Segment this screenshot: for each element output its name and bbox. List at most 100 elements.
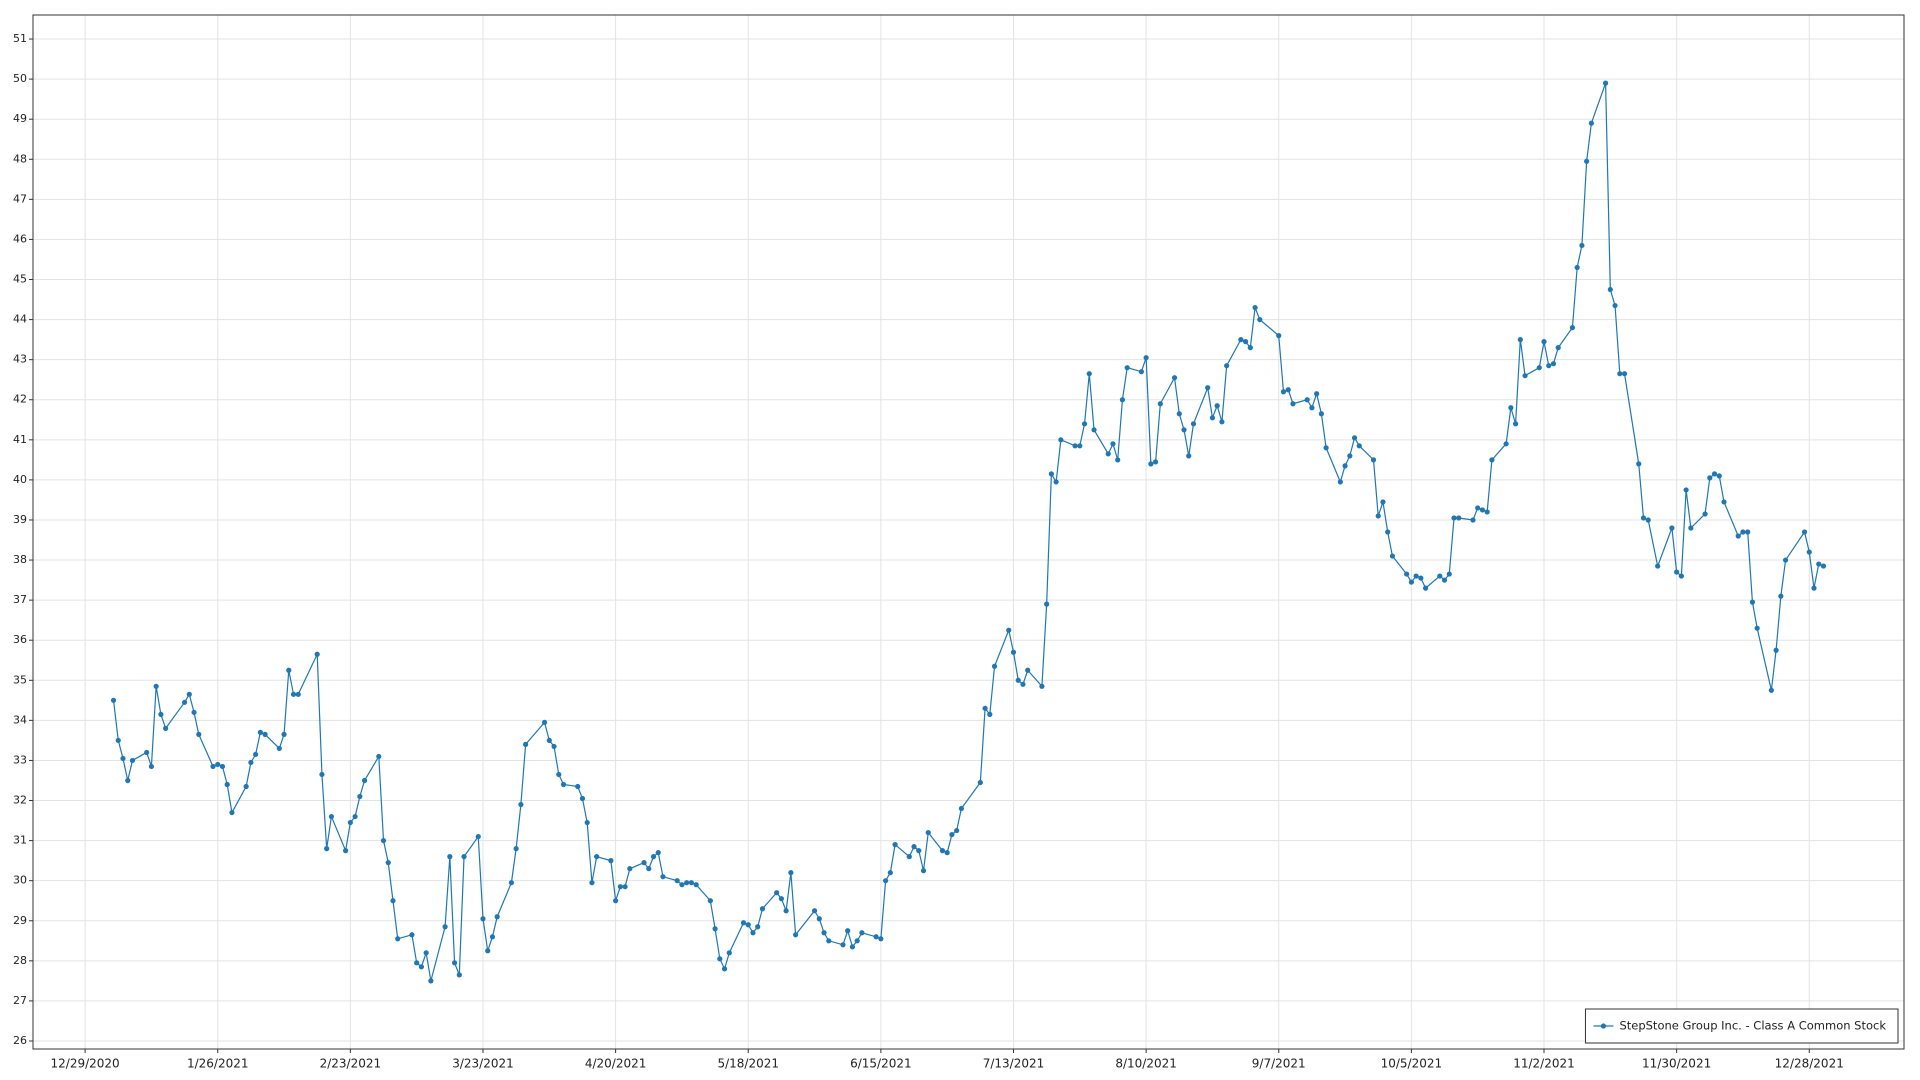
data-point: [380, 837, 387, 844]
data-point: [987, 711, 993, 717]
data-point: [1413, 573, 1419, 579]
data-point: [845, 928, 851, 934]
data-point: [1441, 577, 1448, 583]
data-point: [1820, 563, 1827, 569]
series-line: [112, 82, 1824, 982]
data-point: [1115, 457, 1121, 463]
data-point: [1456, 515, 1462, 521]
data-point: [1086, 371, 1092, 377]
data-point: [745, 922, 751, 928]
data-point: [248, 759, 254, 766]
data-point: [1541, 339, 1547, 345]
data-point: [1304, 397, 1310, 403]
legend-box: [1584, 1008, 1899, 1044]
legend-label: StepStone Group Inc. - Class A Common St…: [1619, 1019, 1886, 1033]
y-tick-label: 26: [13, 1034, 27, 1047]
data-point: [1745, 529, 1751, 535]
data-point: [778, 896, 785, 902]
x-tick-label: 9/7/2021: [1252, 1057, 1306, 1071]
data-point: [1010, 649, 1017, 655]
data-point: [821, 930, 827, 936]
data-point: [721, 966, 728, 972]
data-point: [1707, 475, 1713, 481]
data-point: [461, 854, 467, 860]
data-point: [991, 663, 998, 669]
data-point: [693, 882, 699, 888]
data-point: [712, 926, 718, 932]
data-point: [1153, 459, 1159, 465]
data-point: [575, 783, 581, 790]
data-point: [328, 813, 335, 820]
data-point: [229, 809, 235, 816]
data-point: [1105, 451, 1111, 457]
data-point: [949, 831, 955, 838]
data-point: [1816, 561, 1822, 567]
data-point: [1517, 337, 1523, 343]
data-point: [892, 842, 898, 848]
data-point: [1546, 363, 1552, 369]
data-point: [627, 866, 633, 872]
data-point: [560, 781, 567, 788]
y-tick-label: 40: [13, 473, 27, 486]
data-point: [480, 916, 486, 922]
data-point: [546, 737, 552, 744]
data-point: [1148, 461, 1154, 467]
data-point: [1702, 511, 1708, 517]
x-tick-label: 4/20/2021: [585, 1057, 647, 1071]
data-point: [1768, 687, 1774, 693]
data-point: [707, 898, 713, 904]
data-point: [939, 848, 946, 854]
data-point: [1209, 415, 1216, 421]
data-point: [409, 932, 415, 938]
data-point: [1484, 509, 1490, 515]
y-tick-label: 42: [13, 393, 27, 406]
data-point: [854, 938, 860, 944]
data-point: [1574, 264, 1580, 271]
y-tick-label: 36: [13, 633, 27, 646]
data-point: [1257, 316, 1263, 323]
x-tick-label: 1/26/2021: [187, 1057, 249, 1071]
data-point: [418, 964, 425, 970]
data-point: [494, 914, 500, 920]
data-point: [1224, 363, 1230, 369]
data-point: [759, 906, 766, 912]
data-point: [210, 763, 216, 770]
data-point: [1176, 411, 1182, 417]
data-point: [1522, 373, 1528, 379]
data-point: [1754, 625, 1760, 631]
data-point: [1081, 421, 1088, 427]
x-tick-label: 5/18/2021: [717, 1057, 779, 1071]
y-tick-label: 31: [13, 834, 27, 847]
y-tick-label: 28: [13, 954, 27, 967]
x-tick-label: 11/30/2021: [1642, 1057, 1711, 1071]
data-point: [1290, 401, 1296, 407]
data-point: [1607, 286, 1613, 293]
data-point: [1276, 333, 1282, 339]
data-point: [485, 948, 491, 954]
data-point: [1588, 120, 1594, 126]
data-point: [153, 683, 159, 689]
data-point: [1612, 302, 1618, 309]
data-point: [954, 827, 960, 834]
data-point: [849, 944, 856, 950]
data-point: [1280, 389, 1287, 395]
data-point: [1716, 473, 1722, 479]
data-point: [1252, 304, 1258, 311]
plot-frame: [32, 14, 1905, 1050]
x-tick-label: 11/2/2021: [1513, 1057, 1575, 1071]
data-point: [243, 783, 249, 790]
data-point: [1190, 421, 1197, 427]
data-point: [324, 846, 330, 852]
y-tick-label: 41: [13, 433, 27, 446]
data-point: [319, 771, 325, 778]
y-tick-label: 47: [13, 192, 27, 205]
data-point: [1318, 411, 1324, 417]
data-point: [622, 884, 628, 890]
data-point: [262, 731, 268, 737]
data-point: [508, 880, 515, 886]
data-point: [314, 651, 320, 657]
data-point: [613, 898, 619, 904]
data-point: [674, 878, 680, 884]
data-point: [1782, 557, 1789, 563]
y-tick-label: 43: [13, 353, 27, 366]
